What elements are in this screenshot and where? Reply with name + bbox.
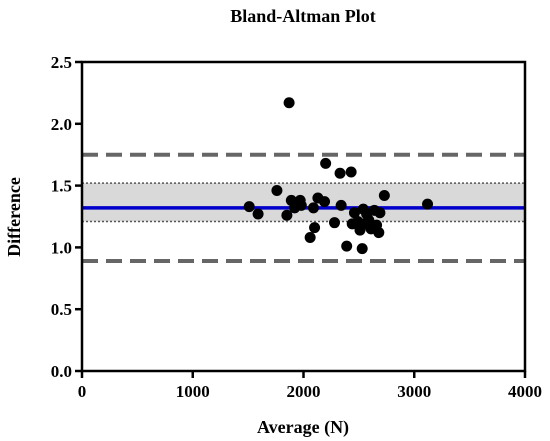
data-point (307, 202, 319, 214)
data-point (335, 199, 347, 211)
data-point (422, 198, 434, 210)
data-point (271, 185, 283, 197)
data-point (345, 166, 357, 178)
x-axis-label: Average (N) (257, 417, 349, 438)
y-tick-label: 1.5 (51, 177, 72, 196)
chart-title: Bland-Altman Plot (230, 6, 376, 26)
data-point (295, 199, 307, 211)
x-tick-label: 2000 (287, 382, 321, 401)
data-point (373, 227, 385, 239)
data-point (356, 243, 368, 255)
axes-layer: 0 1000 2000 3000 4000 0.0 0.5 1.0 1.5 2.0 2.5 (51, 53, 542, 401)
data-point (304, 232, 316, 244)
x-tick-label: 1000 (176, 382, 210, 401)
data-point (341, 240, 353, 252)
y-axis-label: Difference (4, 177, 24, 257)
data-point (243, 201, 255, 213)
x-tick-label: 0 (78, 382, 87, 401)
data-point (334, 167, 346, 179)
y-tick-label: 0.5 (51, 300, 72, 319)
data-point (378, 189, 390, 201)
data-point (309, 222, 321, 234)
data-point (348, 207, 360, 219)
y-tick-label: 2.0 (51, 115, 72, 134)
data-points-layer (243, 97, 434, 255)
y-tick-label: 0.0 (51, 362, 72, 381)
x-tick-label: 4000 (508, 382, 542, 401)
data-point (374, 207, 386, 219)
data-point (320, 157, 332, 169)
x-tick-label: 3000 (397, 382, 431, 401)
data-point (283, 97, 295, 109)
data-point (252, 208, 264, 220)
y-tick-label: 1.0 (51, 238, 72, 257)
data-point (319, 196, 331, 208)
y-tick-label: 2.5 (51, 53, 72, 72)
data-point (281, 209, 293, 221)
data-point (329, 217, 341, 229)
